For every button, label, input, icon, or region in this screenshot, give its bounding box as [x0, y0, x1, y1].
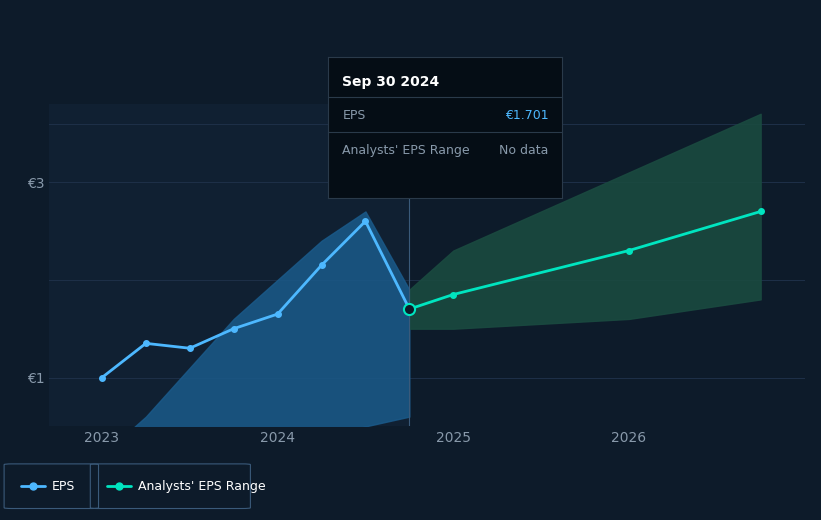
Text: No data: No data [499, 144, 548, 157]
Bar [49, 104, 410, 426]
Text: €1.701: €1.701 [505, 109, 548, 122]
Text: Analysts' EPS Range: Analysts' EPS Range [138, 479, 265, 493]
Text: Analysts Forecasts: Analysts Forecasts [427, 114, 544, 127]
Text: EPS: EPS [342, 109, 366, 122]
Text: EPS: EPS [52, 479, 75, 493]
Text: Analysts' EPS Range: Analysts' EPS Range [342, 144, 470, 157]
Text: Actual: Actual [361, 114, 401, 127]
Text: Sep 30 2024: Sep 30 2024 [342, 75, 440, 89]
